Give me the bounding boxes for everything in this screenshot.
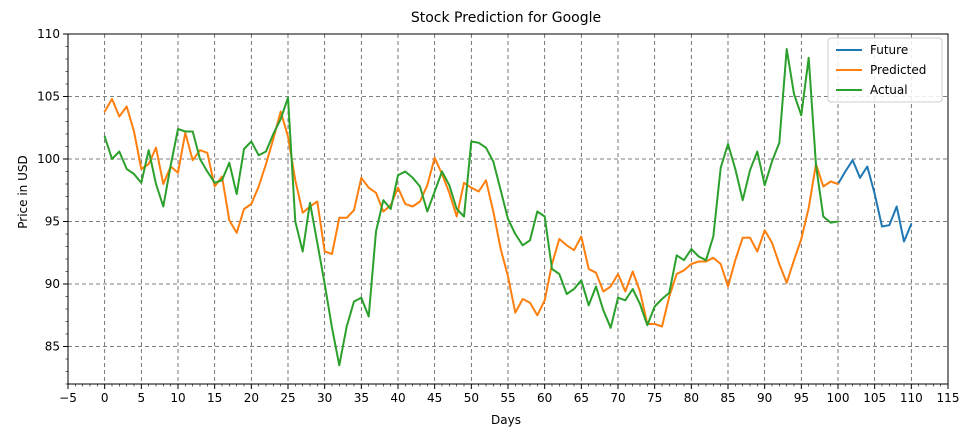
x-tick-label: 45	[427, 391, 442, 405]
x-axis-label: Days	[491, 413, 521, 427]
x-tick-label: 20	[244, 391, 259, 405]
x-tick-label: 105	[863, 391, 886, 405]
x-tick-label: 30	[317, 391, 332, 405]
x-tick-label: 50	[464, 391, 479, 405]
x-tick-label: 85	[720, 391, 735, 405]
x-tick-label: 90	[757, 391, 772, 405]
y-tick-label: 105	[37, 90, 60, 104]
x-tick-label: 40	[390, 391, 405, 405]
y-tick-label: 95	[45, 215, 60, 229]
x-axis: −5 0 5 10 15 20 25 30 35 40 45 50 55 60 65 70 75 80 85 90 95…	[59, 384, 959, 405]
x-tick-label: 110	[900, 391, 923, 405]
x-tick-label: 55	[500, 391, 515, 405]
y-tick-label: 85	[45, 340, 60, 354]
series-layer	[103, 48, 913, 367]
x-tick-label: 75	[647, 391, 662, 405]
x-tick-label: 100	[827, 391, 850, 405]
x-tick-label: 80	[684, 391, 699, 405]
x-tick-label: 5	[138, 391, 146, 405]
x-tick-label: 10	[170, 391, 185, 405]
legend: Future Predicted Actual	[827, 37, 943, 103]
y-axis: 85 90 95 100 105 110	[37, 27, 68, 385]
x-tick-label: 60	[537, 391, 552, 405]
y-tick-label: 110	[37, 27, 60, 41]
legend-label: Actual	[870, 83, 908, 97]
x-tick-label: 95	[794, 391, 809, 405]
x-tick-label: −5	[59, 391, 77, 405]
series-line-actual	[103, 48, 839, 367]
chart-title: Stock Prediction for Google	[411, 10, 601, 26]
y-axis-label: Price in USD	[16, 155, 30, 228]
y-tick-label: 90	[45, 277, 60, 291]
x-tick-label: 35	[354, 391, 369, 405]
x-tick-label: 115	[937, 391, 960, 405]
x-tick-label: 15	[207, 391, 222, 405]
series-line-future	[837, 159, 913, 243]
legend-label: Predicted	[870, 63, 926, 77]
legend-label: Future	[870, 43, 908, 57]
grid	[67, 33, 949, 384]
y-tick-label: 100	[37, 152, 60, 166]
series-line-predicted	[103, 98, 839, 328]
legend-box	[827, 37, 943, 103]
x-tick-label: 0	[101, 391, 109, 405]
x-tick-label: 70	[610, 391, 625, 405]
x-tick-label: 65	[574, 391, 589, 405]
x-tick-label: 25	[280, 391, 295, 405]
